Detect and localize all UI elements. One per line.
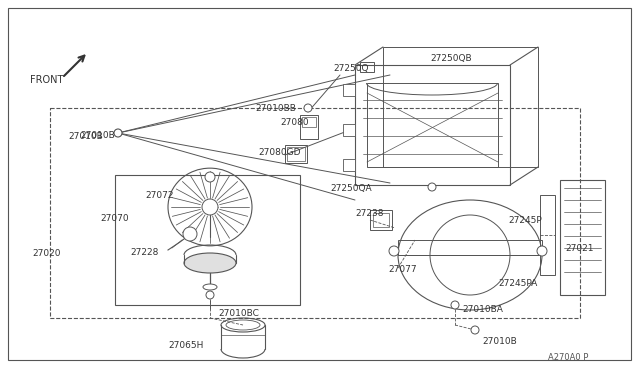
Text: 27010BB: 27010BB	[255, 103, 296, 112]
Bar	[540, 195, 555, 275]
Text: 27245P: 27245P	[508, 215, 541, 224]
Text: 27077: 27077	[388, 266, 417, 275]
Circle shape	[205, 172, 215, 182]
Bar	[343, 84, 355, 96]
Circle shape	[114, 129, 122, 137]
Bar	[383, 47, 538, 167]
Text: 27021: 27021	[565, 244, 593, 253]
Text: 27238: 27238	[355, 208, 383, 218]
Bar	[50, 108, 580, 318]
Bar	[360, 62, 374, 72]
Text: A270A0 P: A270A0 P	[548, 353, 588, 362]
Bar	[343, 159, 355, 171]
Text: 27250QA: 27250QA	[330, 183, 372, 192]
Circle shape	[428, 183, 436, 191]
Text: 27010B: 27010B	[68, 131, 103, 141]
Text: 27228: 27228	[130, 247, 158, 257]
Bar	[115, 175, 300, 305]
Text: 27010B: 27010B	[482, 337, 516, 346]
Text: 27065H: 27065H	[168, 340, 204, 350]
Ellipse shape	[184, 253, 236, 273]
Circle shape	[206, 291, 214, 299]
Bar	[302, 117, 316, 127]
Bar	[287, 147, 305, 161]
Circle shape	[471, 326, 479, 334]
Text: 27080GD: 27080GD	[258, 148, 301, 157]
Bar	[343, 124, 355, 136]
Bar	[300, 115, 318, 139]
Bar	[367, 83, 498, 167]
Circle shape	[202, 199, 218, 215]
Bar	[285, 145, 307, 163]
Ellipse shape	[203, 284, 217, 290]
Text: 27070: 27070	[100, 214, 129, 222]
Circle shape	[389, 246, 399, 256]
Text: 27250QB: 27250QB	[430, 54, 472, 62]
Text: 27010BC: 27010BC	[218, 308, 259, 317]
Text: 27250Q: 27250Q	[333, 64, 369, 73]
Circle shape	[451, 301, 459, 309]
Text: 27020: 27020	[32, 248, 61, 257]
Bar	[373, 213, 389, 227]
Circle shape	[537, 246, 547, 256]
Circle shape	[304, 104, 312, 112]
Bar	[370, 210, 392, 230]
Bar	[398, 240, 542, 255]
Text: 27010B: 27010B	[80, 131, 115, 140]
Text: 27245PA: 27245PA	[498, 279, 537, 288]
Text: 27072: 27072	[145, 190, 173, 199]
Text: FRONT: FRONT	[30, 75, 63, 85]
Circle shape	[183, 227, 197, 241]
Text: 27080: 27080	[280, 118, 308, 126]
Bar	[355, 65, 510, 185]
Text: 27010BA: 27010BA	[462, 305, 503, 314]
Bar	[560, 180, 605, 295]
